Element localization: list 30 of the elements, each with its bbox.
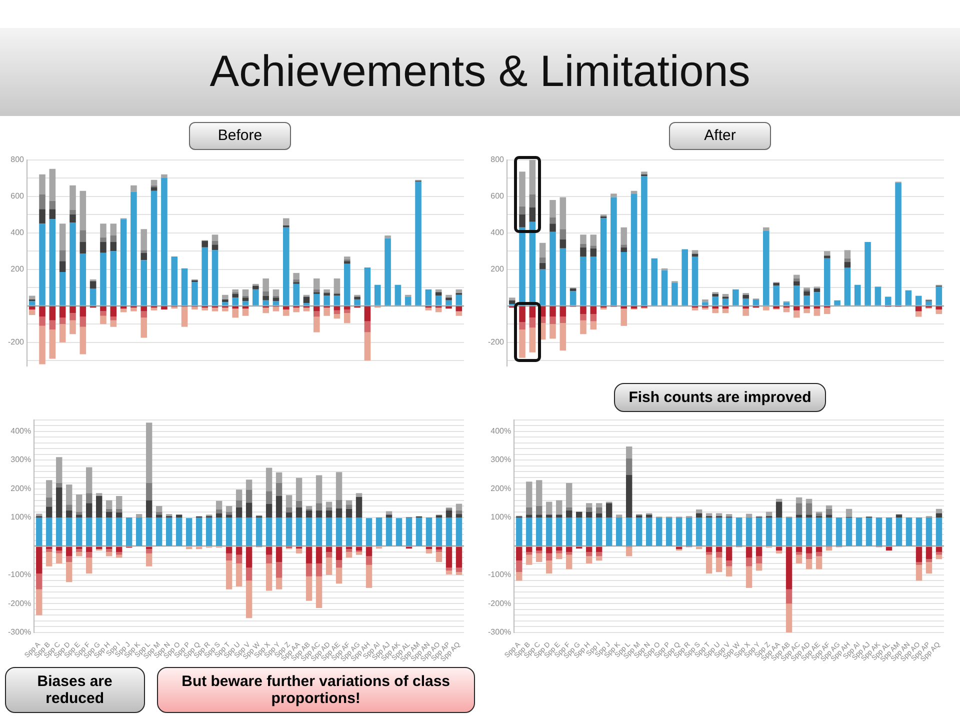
y-tick-label: 300% (10, 455, 32, 464)
y-tick-label: 200 (10, 264, 25, 274)
y-tick-label: -200 (8, 338, 25, 347)
chart-subtitle: After (669, 122, 771, 150)
y-tick-label: 100% (10, 512, 32, 522)
text: Fish counts are improved (614, 383, 826, 412)
y-tick-label: -200% (8, 598, 32, 608)
y-tick-label: -200% (488, 598, 512, 608)
y-tick-label: 400% (490, 426, 512, 436)
y-tick-label: 200% (490, 484, 512, 493)
y-tick-label: 100% (490, 512, 512, 522)
y-tick-label: -200 (488, 338, 505, 347)
y-tick-label: 400 (10, 228, 25, 238)
chart-title: Achievements & Limitations (0, 28, 960, 116)
y-tick-label: 400 (490, 228, 505, 238)
chart-subtitle: Before (189, 122, 291, 150)
text: But beware further variations of class proportions! (156, 667, 475, 713)
text: Biases are reduced (5, 667, 145, 713)
y-tick-label: -300% (488, 628, 512, 637)
y-tick-label: 300% (490, 455, 512, 464)
y-tick-label: -100% (488, 570, 512, 580)
y-tick-label: -300% (8, 628, 32, 637)
y-tick-label: 800 (490, 155, 505, 164)
y-tick-label: 600 (10, 192, 25, 201)
y-tick-label: 200 (490, 264, 505, 274)
y-tick-label: 400% (10, 426, 32, 436)
y-tick-label: 800 (10, 155, 25, 164)
y-tick-label: 600 (490, 192, 505, 201)
y-tick-label: 200% (10, 484, 32, 493)
y-tick-label: -100% (8, 570, 32, 580)
